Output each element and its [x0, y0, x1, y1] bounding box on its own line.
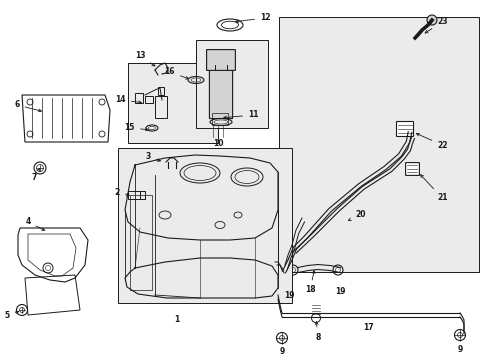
Text: 11: 11 — [223, 111, 258, 120]
Text: 16: 16 — [164, 67, 188, 79]
Text: 8: 8 — [315, 322, 320, 342]
Text: 9: 9 — [456, 346, 462, 355]
Bar — [118, 148, 291, 303]
Text: 5: 5 — [5, 311, 19, 320]
Text: 12: 12 — [235, 13, 270, 23]
Bar — [279, 17, 478, 272]
Bar — [128, 63, 218, 143]
FancyBboxPatch shape — [405, 163, 419, 175]
Text: 20: 20 — [347, 211, 365, 221]
Bar — [145, 96, 153, 103]
Text: 2: 2 — [115, 189, 129, 198]
Text: 15: 15 — [124, 123, 148, 132]
Text: 14: 14 — [115, 95, 141, 104]
Circle shape — [426, 15, 436, 25]
Text: 3: 3 — [145, 153, 160, 162]
FancyBboxPatch shape — [209, 66, 232, 118]
Bar — [158, 87, 163, 95]
Bar — [212, 113, 227, 125]
Text: 1: 1 — [174, 315, 179, 324]
Text: 7: 7 — [31, 168, 40, 183]
Text: 4: 4 — [25, 217, 44, 230]
Bar — [196, 40, 267, 128]
Text: 19: 19 — [283, 291, 294, 300]
FancyBboxPatch shape — [396, 121, 413, 136]
Text: 21: 21 — [420, 175, 447, 202]
Text: 9: 9 — [279, 347, 284, 356]
Text: 10: 10 — [212, 139, 223, 148]
Text: 17: 17 — [362, 324, 372, 333]
Bar — [135, 93, 142, 103]
Text: 18: 18 — [304, 271, 315, 294]
Text: 13: 13 — [135, 51, 155, 66]
Text: 19: 19 — [334, 288, 345, 297]
FancyBboxPatch shape — [206, 50, 235, 71]
Text: 22: 22 — [416, 133, 447, 149]
Bar — [140, 191, 145, 199]
Bar — [128, 191, 140, 199]
Bar — [155, 96, 167, 118]
Text: 23: 23 — [424, 18, 447, 33]
Text: 6: 6 — [14, 100, 41, 112]
